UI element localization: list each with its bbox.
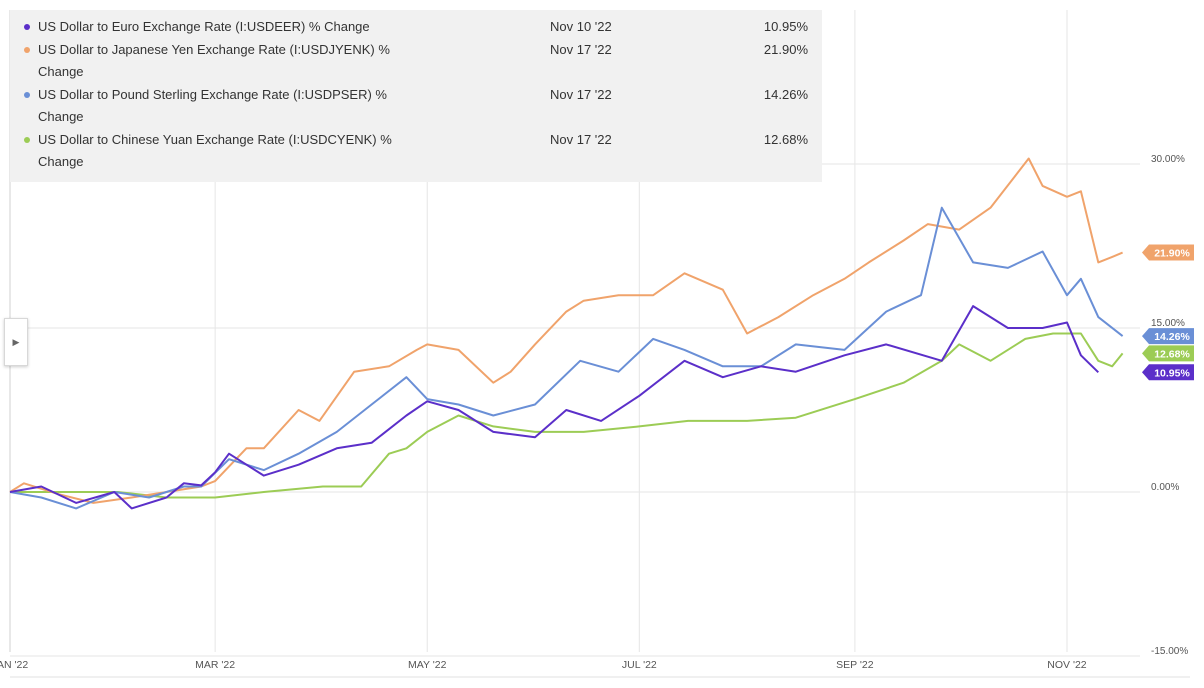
- legend-date-usdeer: Nov 10 '22: [550, 19, 612, 34]
- legend-dot-usdjyenk: [24, 47, 30, 53]
- end-value-tag: 14.26%: [1142, 328, 1194, 345]
- legend-name-usdcyenk: US Dollar to Chinese Yuan Exchange Rate …: [38, 132, 392, 169]
- end-value-tag-bg: [1142, 364, 1194, 381]
- legend-value-usdcyenk: 12.68%: [763, 132, 808, 147]
- legend-value-usdeer: 10.95%: [763, 19, 808, 34]
- x-tick-label: JAN '22: [0, 659, 28, 671]
- legend-dot-usdcyenk: [24, 137, 30, 143]
- end-value-tag-bg: [1142, 244, 1194, 261]
- end-value-tag: 12.68%: [1142, 345, 1194, 362]
- end-value-label: 21.90%: [1154, 248, 1190, 260]
- expand-legend-button[interactable]: ▶: [4, 318, 28, 366]
- x-tick-label: NOV '22: [1047, 659, 1087, 671]
- end-value-tag: 21.90%: [1142, 244, 1194, 261]
- end-value-label: 10.95%: [1154, 367, 1190, 379]
- x-tick-label: SEP '22: [836, 659, 874, 671]
- chart-legend: US Dollar to Euro Exchange Rate (I:USDEE…: [10, 10, 822, 182]
- legend-dot-usdeer: [24, 24, 30, 30]
- x-tick-label: MAY '22: [408, 659, 447, 671]
- series-line: [9, 157, 1123, 504]
- legend-name-usdpser: US Dollar to Pound Sterling Exchange Rat…: [38, 87, 387, 124]
- y-tick-label: 0.00%: [1151, 482, 1179, 493]
- legend-name-usdjyenk: US Dollar to Japanese Yen Exchange Rate …: [38, 42, 390, 79]
- legend-dot-usdpser: [24, 92, 30, 98]
- y-tick-label: 30.00%: [1151, 154, 1185, 165]
- legend-name-usdeer: US Dollar to Euro Exchange Rate (I:USDEE…: [38, 19, 370, 34]
- end-value-tag-bg: [1142, 328, 1194, 345]
- x-tick-label: MAR '22: [195, 659, 235, 671]
- chevron-right-icon: ▶: [12, 336, 20, 347]
- end-value-label: 14.26%: [1154, 331, 1190, 343]
- y-tick-label: 15.00%: [1151, 318, 1185, 329]
- end-value-tag: 10.95%: [1142, 364, 1194, 381]
- legend-date-usdcyenk: Nov 17 '22: [550, 132, 612, 147]
- series-line: [9, 206, 1124, 510]
- legend-date-usdjyenk: Nov 17 '22: [550, 42, 612, 57]
- series-line: [10, 332, 1124, 499]
- legend-value-usdjyenk: 21.90%: [763, 42, 808, 57]
- legend-value-usdpser: 14.26%: [763, 87, 808, 102]
- end-value-tag-bg: [1142, 345, 1194, 362]
- legend-date-usdpser: Nov 17 '22: [550, 87, 612, 102]
- series-line: [9, 305, 1099, 510]
- end-value-label: 12.68%: [1154, 348, 1190, 360]
- x-tick-label: JUL '22: [622, 659, 657, 671]
- y-tick-label: -15.00%: [1151, 646, 1188, 657]
